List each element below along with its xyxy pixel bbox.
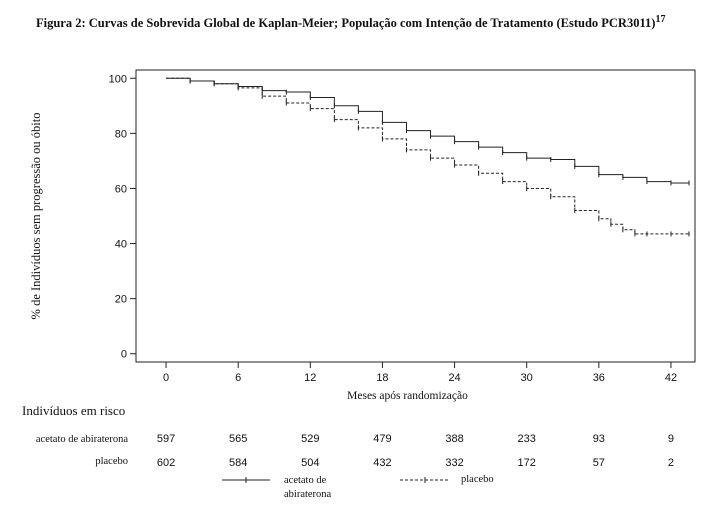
y-axis-label: % de Indivíduos sem progressão ou óbito (29, 113, 43, 320)
x-tick-label: 6 (235, 372, 241, 384)
x-tick-label: 18 (376, 372, 388, 384)
risk-number: 529 (301, 433, 320, 445)
risk-number: 93 (592, 433, 605, 445)
x-axis-label: Meses após randomização (347, 390, 468, 402)
figure-reference: 17 (655, 14, 666, 25)
x-tick-label: 42 (665, 372, 677, 384)
risk-number: 584 (228, 457, 248, 469)
risk-number: 9 (667, 433, 675, 445)
risk-row-placebo-label: placebo (95, 456, 128, 467)
risk-number: 597 (156, 433, 176, 445)
x-tick-label: 12 (304, 372, 316, 384)
legend-label-placebo: placebo (461, 474, 494, 485)
x-tick-label: 24 (448, 372, 460, 384)
y-tick-label: 80 (115, 128, 127, 140)
x-tick-label: 36 (593, 372, 605, 384)
risk-number: 504 (301, 457, 320, 469)
risk-row-abiraterone-label: acetato de abiraterona (35, 434, 128, 445)
series-line-placebo (166, 77, 689, 235)
y-tick-label: 0 (121, 349, 127, 361)
y-tick-label: 20 (115, 294, 127, 306)
risk-number: 332 (445, 457, 464, 469)
risk-number: 233 (517, 433, 536, 445)
y-tick-label: 60 (115, 183, 127, 195)
y-tick-label: 40 (115, 239, 127, 251)
x-tick-label: 30 (521, 372, 533, 384)
risk-number: 2 (667, 457, 675, 469)
x-tick-label: 0 (163, 372, 169, 384)
figure-title: Figura 2: Curvas de Sobrevida Global de … (36, 14, 666, 31)
plot-frame (135, 69, 696, 363)
risk-number: 602 (156, 457, 176, 469)
risk-number: 172 (517, 457, 536, 469)
risk-number: 432 (373, 457, 392, 469)
risk-number: 388 (445, 433, 464, 445)
y-tick-label: 100 (109, 73, 127, 85)
series-line-abiraterone (166, 77, 689, 184)
legend-label-abiraterone: acetato de abiraterona (284, 475, 332, 500)
risk-table-title: Indivíduos em risco (22, 403, 126, 418)
risk-number: 57 (592, 457, 605, 469)
risk-number: 565 (228, 433, 248, 445)
risk-number: 479 (373, 433, 392, 445)
